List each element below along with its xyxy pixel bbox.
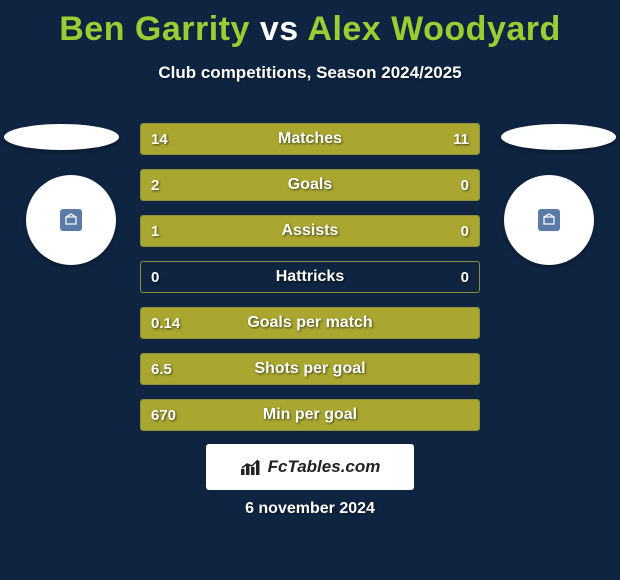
bar-fill-left xyxy=(141,354,479,384)
stat-value-left: 14 xyxy=(151,124,168,154)
placeholder-icon xyxy=(538,209,560,231)
bar-fill-left xyxy=(141,124,330,154)
stat-value-left: 1 xyxy=(151,216,159,246)
stat-row: 10Assists xyxy=(140,215,480,247)
stat-label: Hattricks xyxy=(141,262,479,292)
country-badge-right xyxy=(501,124,616,150)
stat-bars: 1411Matches20Goals10Assists00Hattricks0.… xyxy=(140,123,480,431)
vs-text: vs xyxy=(260,10,299,48)
bar-fill-left xyxy=(141,216,405,246)
footer-date: 6 november 2024 xyxy=(0,500,620,518)
chart-icon xyxy=(240,458,262,476)
brand-text: FcTables.com xyxy=(268,457,381,477)
club-badge-right xyxy=(504,175,594,265)
stat-value-right: 0 xyxy=(461,216,469,246)
brand-badge: FcTables.com xyxy=(206,444,414,490)
player2-name: Alex Woodyard xyxy=(307,10,560,48)
placeholder-icon xyxy=(60,209,82,231)
club-badge-left xyxy=(26,175,116,265)
stat-row: 20Goals xyxy=(140,169,480,201)
player1-name: Ben Garrity xyxy=(59,10,250,48)
stat-value-left: 670 xyxy=(151,400,176,430)
stat-row: 6.5Shots per goal xyxy=(140,353,480,385)
stat-row: 1411Matches xyxy=(140,123,480,155)
stat-row: 0 0Hattricks xyxy=(140,261,480,293)
comparison-title: Ben Garrity vs Alex Woodyard xyxy=(0,0,620,49)
bar-fill-left xyxy=(141,400,479,430)
subtitle: Club competitions, Season 2024/2025 xyxy=(0,63,620,83)
stat-value-right: 11 xyxy=(453,124,469,154)
country-badge-left xyxy=(4,124,119,150)
stat-value-right: 0 xyxy=(461,170,469,200)
stat-value-left: 6.5 xyxy=(151,354,172,384)
stat-row: 670Min per goal xyxy=(140,399,480,431)
stat-value-right: 0 xyxy=(461,262,469,292)
stat-row: 0.14Goals per match xyxy=(140,307,480,339)
stat-value-left: 2 xyxy=(151,170,159,200)
stat-value-left: 0 xyxy=(151,262,159,292)
stat-value-left: 0.14 xyxy=(151,308,180,338)
bar-fill-left xyxy=(141,170,405,200)
bar-fill-left xyxy=(141,308,479,338)
